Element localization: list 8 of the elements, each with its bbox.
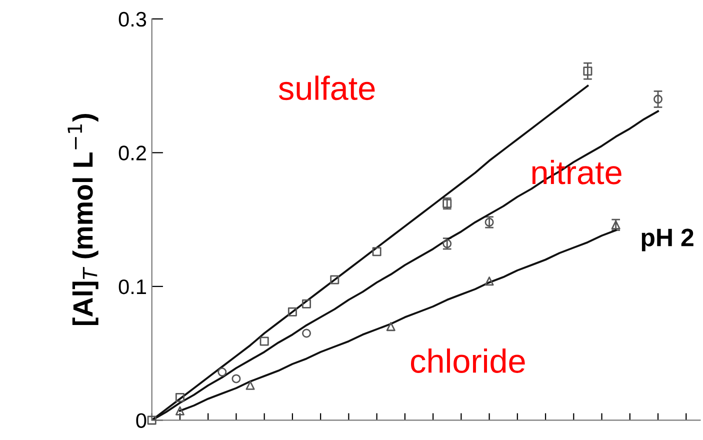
annotation: chloride	[410, 348, 525, 373]
y-tick-label: 0.2	[118, 146, 146, 160]
annotation: sulfate	[278, 76, 375, 100]
y-axis-title: [Al]$_{T}$ (mmol L$^{−1}$)	[68, 114, 98, 325]
y-tick-label: 0.3	[118, 12, 146, 27]
y-tick-label: 0.1	[118, 279, 146, 294]
y-tick-label: 0	[136, 413, 146, 428]
annotation: pH 2	[642, 228, 694, 252]
